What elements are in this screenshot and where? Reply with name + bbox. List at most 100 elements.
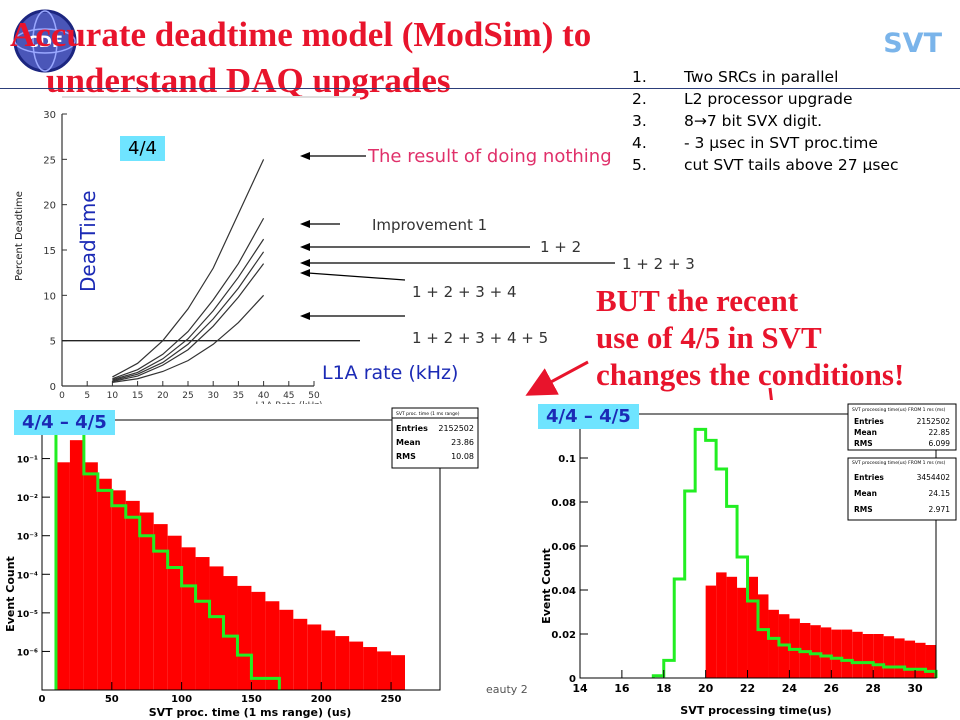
histogram-bar bbox=[904, 640, 916, 678]
histogram-bar bbox=[237, 585, 252, 690]
histogram-bar bbox=[726, 576, 738, 678]
x-tick-label: 30 bbox=[207, 391, 219, 401]
ratio-label-right: 4/4 – 4/5 bbox=[538, 404, 639, 429]
stats-label: Entries bbox=[854, 473, 884, 482]
y-axis-label: Percent Deadtime bbox=[14, 191, 25, 281]
stats-label: Mean bbox=[854, 489, 877, 498]
y-tick-label: 0.02 bbox=[551, 630, 576, 641]
annotation-label: The result of doing nothing bbox=[367, 146, 612, 167]
histogram-bar bbox=[883, 636, 895, 678]
histogram-bar bbox=[55, 462, 70, 690]
y-axis-label: Event Count bbox=[540, 548, 553, 624]
deadtime-curve bbox=[112, 217, 265, 380]
x-tick-label: 35 bbox=[233, 391, 244, 401]
histogram-bar bbox=[97, 478, 112, 690]
cdf-logo: CDF bbox=[13, 9, 77, 73]
y-tick-label: 0 bbox=[50, 382, 56, 393]
ratio-label: 4/4 bbox=[120, 136, 165, 161]
histogram-bar bbox=[377, 651, 392, 690]
histogram-bar bbox=[209, 566, 224, 690]
deadtime-curve bbox=[112, 159, 265, 378]
histogram-bar bbox=[265, 601, 280, 690]
stats-value: 23.86 bbox=[451, 438, 474, 447]
histogram-bar bbox=[167, 535, 182, 690]
header-divider bbox=[0, 88, 960, 89]
x-tick-label: 26 bbox=[824, 682, 840, 695]
histogram-bar bbox=[153, 524, 168, 690]
slide-title: Accurate deadtime model (ModSim) to unde… bbox=[10, 12, 730, 104]
y-tick-label: 20 bbox=[43, 201, 56, 212]
title-line-1: Accurate deadtime model (ModSim) to bbox=[10, 15, 592, 54]
x-tick-label: 0 bbox=[59, 391, 65, 401]
histogram-bar bbox=[349, 641, 364, 690]
stats-value: 2152502 bbox=[438, 424, 474, 433]
arrow-left bbox=[525, 360, 589, 396]
x-tick-label: 250 bbox=[381, 694, 402, 705]
stats-label: Entries bbox=[396, 424, 428, 433]
annotation-label: Improvement 1 bbox=[372, 216, 487, 234]
histogram-bar bbox=[307, 624, 322, 690]
annotation-arrow-head bbox=[300, 269, 310, 277]
stats-box: SVT processing time(us) FROM 1 ms (ms) E… bbox=[847, 403, 957, 521]
step-item: 2. L2 processor upgrade bbox=[632, 90, 853, 108]
x-tick-label: 50 bbox=[308, 391, 320, 401]
stats-value: 22.85 bbox=[929, 428, 951, 437]
deadtime-chart: Percent Deadtime L1A Rate (kHz) 05101520… bbox=[4, 96, 360, 412]
histogram-log-chart: Event Count SVT proc. time (1 ms range) … bbox=[0, 404, 480, 720]
histogram-bar bbox=[925, 645, 936, 678]
histogram-bar bbox=[758, 594, 769, 678]
x-tick-label: 100 bbox=[171, 694, 192, 705]
stats-title: SVT proc. time (1 ms range) bbox=[396, 411, 460, 417]
annotation-label: 1 + 2 + 3 + 4 bbox=[412, 283, 517, 301]
stats-value: 3454402 bbox=[917, 473, 951, 482]
histogram-bar bbox=[894, 638, 905, 678]
y-tick-label: 0.1 bbox=[558, 454, 576, 465]
plot-frame bbox=[41, 419, 441, 691]
histogram-bar bbox=[737, 587, 748, 678]
histogram-bar bbox=[139, 512, 154, 690]
stats-label: RMS bbox=[854, 439, 873, 448]
histogram-bar bbox=[125, 500, 140, 690]
y-tick-label: 0.08 bbox=[551, 498, 576, 509]
step-item: 4. - 3 μsec in SVT proc.time bbox=[632, 134, 878, 152]
x-tick-label: 10 bbox=[107, 391, 119, 401]
x-tick-label: 22 bbox=[740, 682, 755, 695]
histogram-bar bbox=[223, 576, 238, 690]
stats-label: Mean bbox=[854, 428, 877, 437]
annotation-arrow-head bbox=[300, 259, 310, 267]
y-tick-label: 30 bbox=[43, 110, 56, 121]
x-tick-label: 5 bbox=[84, 391, 90, 401]
corner-tag: SVT bbox=[883, 28, 942, 59]
histogram-bar bbox=[69, 440, 84, 690]
x-tick-label: 25 bbox=[182, 391, 193, 401]
annotation-label: 1 + 2 bbox=[540, 238, 581, 256]
y-tick-label: 0 bbox=[569, 674, 576, 685]
annotation-arrow-line bbox=[307, 272, 406, 281]
histogram-bar bbox=[195, 557, 210, 690]
deadtime-curve bbox=[112, 263, 265, 383]
stats-title: SVT processing time(us) FROM 1 ms (ms) bbox=[852, 407, 946, 413]
histogram-bar bbox=[363, 647, 378, 690]
step-item: 1. Two SRCs in parallel bbox=[632, 68, 839, 86]
y-tick-label: 10⁻² bbox=[17, 494, 38, 504]
stats-label: RMS bbox=[854, 505, 873, 514]
y-tick-label: 0.06 bbox=[551, 542, 576, 553]
y-tick-label: 0.04 bbox=[551, 586, 576, 597]
stats-box: SVT proc. time (1 ms range) Entries 2152… bbox=[391, 407, 479, 469]
stats-value: 24.15 bbox=[929, 489, 951, 498]
x-tick-label: 20 bbox=[698, 682, 714, 695]
callout-line: BUT the recent bbox=[596, 283, 799, 318]
histogram-bar bbox=[747, 576, 758, 678]
y-tick-label: 10⁻¹ bbox=[17, 456, 38, 466]
deadtime-curve bbox=[112, 238, 265, 381]
x-axis-label: SVT processing time(us) bbox=[680, 704, 831, 717]
histogram-bar bbox=[915, 642, 926, 678]
stats-value: 10.08 bbox=[451, 452, 474, 461]
y-tick-label: 25 bbox=[43, 155, 56, 166]
x-tick-label: 0 bbox=[39, 694, 46, 705]
y-tick-label: 5 bbox=[50, 337, 56, 348]
x-axis-label: SVT proc. time (1 ms range) (us) bbox=[149, 706, 352, 719]
histogram-bar bbox=[831, 629, 842, 678]
x-tick-label: 150 bbox=[241, 694, 262, 705]
deadtime-curve bbox=[112, 251, 265, 382]
